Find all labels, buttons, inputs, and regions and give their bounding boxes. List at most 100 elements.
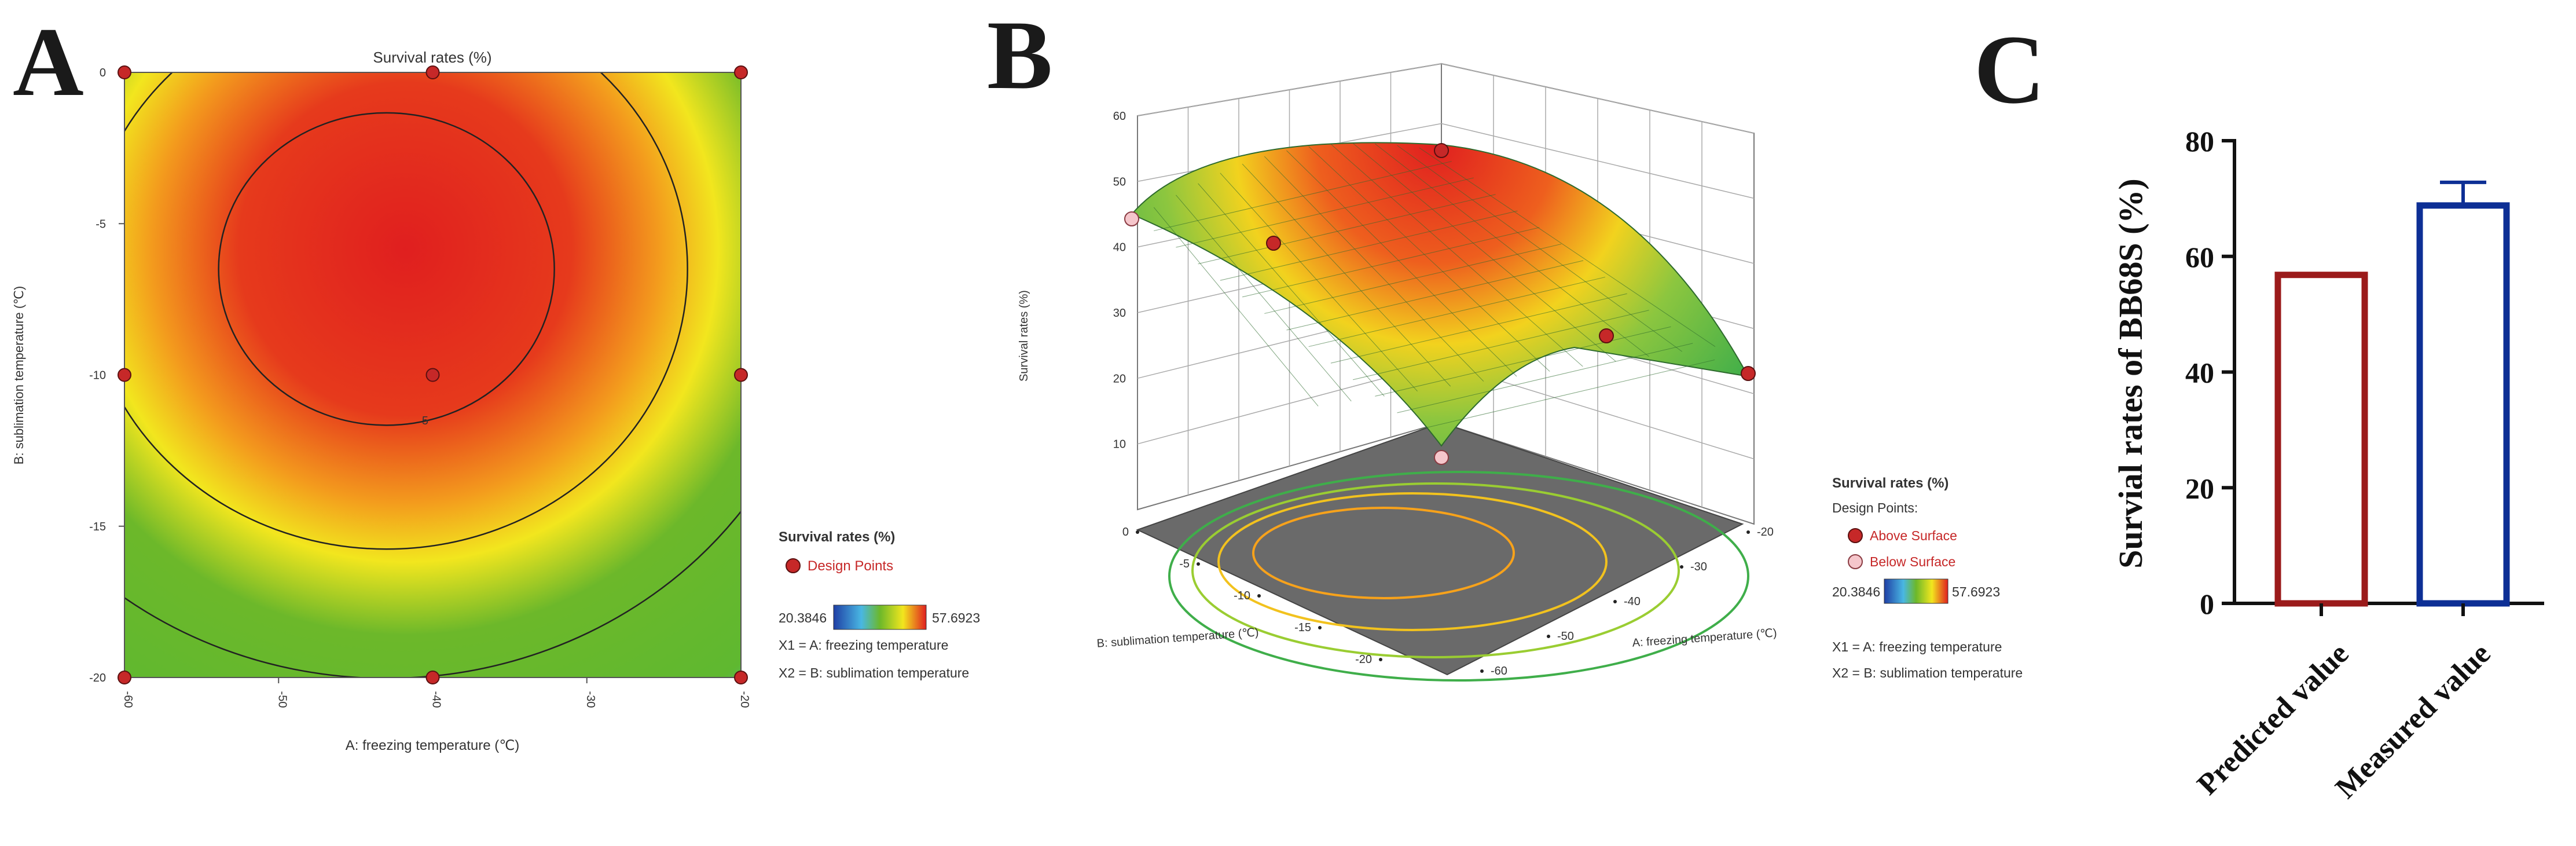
heatmap-x-tick-label: -40: [430, 691, 443, 708]
floor-contour-2: [1217, 492, 1608, 631]
surface-mesh-line: [1242, 163, 1451, 387]
panel-letter-b: B: [987, 1, 1053, 109]
heatmap-title: Survival rates (%): [373, 49, 491, 66]
surface-x-tick-label: -30: [1690, 561, 1707, 573]
surface-z-tick-label: 50: [1113, 175, 1126, 188]
response-surface-mesh: [1153, 142, 1716, 430]
surface-mesh-line: [1375, 326, 1671, 397]
surface-mesh-line: [1308, 146, 1550, 372]
heatmap-y-tick-label: -10: [89, 369, 106, 382]
bar-y-ticks: 0 20 40 60 80: [2185, 125, 2234, 620]
heatmap-design-point: [118, 368, 131, 382]
bar-category-label: Measured value: [2329, 637, 2497, 805]
above-surface-marker: [1848, 528, 1863, 543]
surface-mesh-line: [1419, 359, 1715, 430]
bar-measured: [2416, 202, 2510, 607]
heatmap-design-point: [118, 65, 131, 79]
surface-design-point: [1266, 236, 1281, 251]
bar-y-tick-label: 0: [2200, 588, 2214, 620]
design-point-legend-marker: [786, 558, 801, 573]
surface-colorbar-min: 20.3846: [1832, 584, 1880, 599]
surface-legend-title: Survival rates (%): [1832, 475, 1948, 491]
surface-mesh-line: [1220, 173, 1418, 392]
heatmap-y-tick-label: -5: [96, 218, 106, 230]
heatmap-y-tick-label: -15: [89, 521, 106, 533]
panel-letter-c: C: [1974, 15, 2045, 124]
heatmap-colorbar-max: 57.6923: [932, 610, 980, 625]
surface-mesh-line: [1286, 260, 1584, 331]
floor-contour-3: [1191, 482, 1680, 658]
heatmap-y-tick-label: 0: [100, 67, 106, 79]
surface-y-tick-mark: [1318, 626, 1322, 629]
heatmap-design-point: [734, 671, 748, 684]
surface-z-tick-label: 10: [1113, 438, 1126, 451]
surface-mesh-line: [1176, 195, 1352, 402]
bar-marks: [2274, 180, 2510, 607]
heatmap-design-point: [425, 368, 440, 382]
heatmap-x-tick-label: -20: [738, 691, 751, 708]
heatmap-x-tick-label: -60: [122, 691, 134, 708]
surface-design-point: [1434, 143, 1449, 158]
surface-y-tick-label: -10: [1234, 589, 1250, 602]
surface-z-tick-label: 60: [1113, 110, 1126, 123]
surface-x-tick-label: -60: [1491, 665, 1507, 677]
bar-y-tick-label: 60: [2185, 241, 2214, 273]
heatmap-colorbar-min: 20.3846: [779, 610, 827, 625]
surface-colorbar-max: 57.6923: [1952, 584, 2000, 599]
heatmap-y-tick-label: -20: [89, 672, 106, 684]
bar-ylabel: Survial rates of BB68S (%): [2112, 178, 2149, 568]
surface-y-tick-mark: [1257, 594, 1261, 598]
bar-y-tick-label: 80: [2185, 125, 2214, 158]
surface-mesh-line: [1397, 343, 1693, 413]
surface-x-tick-mark: [1547, 635, 1550, 638]
surface-y-tick-label: -5: [1179, 558, 1190, 570]
bar-y-tick-label: 20: [2185, 472, 2214, 504]
surface-mesh-line: [1352, 142, 1616, 362]
surface-mesh-line: [1154, 161, 1452, 232]
panel-a: Survival rates (%) -60 -50 -40 -30 -20 0 -5 -10…: [12, 49, 980, 753]
surface-y-tick-label: -15: [1294, 621, 1311, 634]
surface-mesh-line: [1220, 210, 1518, 281]
surface-legend-x2: X2 = B: sublimation temperature: [1832, 665, 2023, 680]
surface-x-tick-label: -50: [1557, 630, 1574, 643]
below-surface-label: Below Surface: [1870, 554, 1955, 569]
surface-y-tick-mark: [1136, 530, 1139, 534]
surface-mesh-line: [1264, 156, 1484, 382]
surface-z-tick-label: 20: [1113, 372, 1126, 385]
surface-x-tick-mark: [1680, 565, 1683, 569]
heatmap-design-point: [734, 65, 748, 79]
floor-contour-1: [1252, 507, 1515, 599]
surface-x-tick-mark: [1613, 600, 1617, 603]
surface-design-point: [1741, 366, 1756, 381]
panel-b: 1020304050600-5-10-15-20-20-30-40-50-60 …: [1018, 63, 2023, 682]
surface-mesh-line: [1353, 310, 1649, 380]
bar-predicted: [2274, 272, 2368, 607]
surface-design-point: [1599, 328, 1614, 343]
surface-mesh-line: [1330, 293, 1627, 364]
wall-z-level: [1137, 63, 1755, 134]
surface-mesh-line: [1308, 277, 1605, 347]
below-surface-marker: [1848, 554, 1863, 569]
above-surface-label: Above Surface: [1870, 528, 1957, 543]
surface-mesh-line: [1242, 227, 1540, 298]
surface-y-tick-mark: [1379, 658, 1382, 661]
panel-letter-a: A: [13, 8, 84, 116]
bar-y-tick-label: 40: [2185, 357, 2214, 389]
heatmap-xlabel: A: freezing temperature (℃): [346, 738, 519, 753]
heatmap-contour-line: [124, 72, 688, 550]
surface-legend-x1: X1 = A: freezing temperature: [1832, 639, 2002, 654]
surface-zlabel: Survival rates (%): [1018, 290, 1030, 382]
surface-x-tick-label: -40: [1624, 595, 1641, 608]
center-point-count: 5: [422, 415, 428, 427]
surface-legend-points-title: Design Points:: [1832, 500, 1918, 515]
surface-below-point: [1434, 450, 1449, 465]
heatmap-legend-title: Survival rates (%): [779, 529, 895, 545]
heatmap-design-point: [734, 368, 748, 382]
surface-x-tick-mark: [1480, 669, 1484, 673]
heatmap-contours: [124, 72, 741, 677]
surface-y-tick-label: -20: [1355, 653, 1372, 666]
heatmap-design-point: [118, 671, 131, 684]
surface-axis-ticks: 10 20 30 40 50 60 0 -5 -10 -15 -20 -20 -30 -40 -50 -60: [1113, 110, 1774, 677]
